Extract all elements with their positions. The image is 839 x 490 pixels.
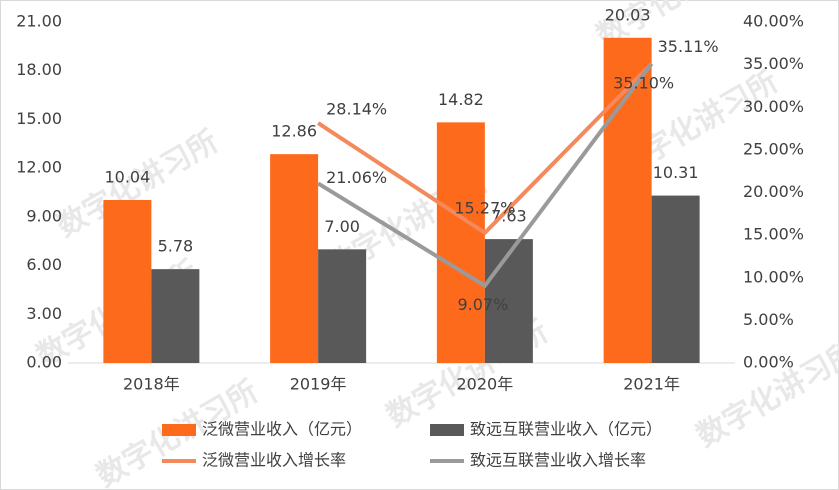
legend-swatch bbox=[430, 424, 464, 436]
y2-tick-label: 25.00% bbox=[743, 139, 804, 158]
line bbox=[317, 62, 654, 236]
y2-tick-label: 15.00% bbox=[743, 225, 804, 244]
bar bbox=[436, 122, 485, 363]
y2-tick-label: 35.00% bbox=[743, 54, 804, 73]
legend-swatch bbox=[162, 424, 196, 436]
value-label: 15.27% bbox=[454, 198, 515, 217]
value-label: 20.03 bbox=[605, 5, 651, 24]
value-label: 12.86 bbox=[271, 122, 317, 141]
y2-tick-label: 40.00% bbox=[743, 12, 804, 31]
y-tick-label: 9.00 bbox=[26, 206, 62, 225]
y-tick-label: 3.00 bbox=[26, 304, 62, 323]
value-label: 35.10% bbox=[613, 73, 674, 92]
value-label: 5.78 bbox=[158, 237, 194, 256]
y-tick-label: 12.00 bbox=[16, 158, 62, 177]
y2-tick-label: 10.00% bbox=[743, 267, 804, 286]
x-tick-label: 2021年 bbox=[623, 375, 680, 394]
legend-label: 致远互联营业收入（亿元） bbox=[470, 420, 662, 439]
value-label: 28.14% bbox=[326, 100, 387, 119]
value-label: 35.11% bbox=[658, 37, 719, 56]
value-label: 14.82 bbox=[438, 90, 484, 109]
y-tick-label: 21.00 bbox=[16, 12, 62, 31]
x-tick-label: 2019年 bbox=[290, 375, 347, 394]
y-tick-label: 6.00 bbox=[26, 255, 62, 274]
y-tick-label: 18.00 bbox=[16, 60, 62, 79]
legend-label: 泛微营业收入（亿元） bbox=[202, 420, 362, 439]
value-label: 9.07% bbox=[457, 295, 508, 314]
line bbox=[317, 62, 654, 289]
bar bbox=[603, 37, 652, 364]
x-tick-label: 2018年 bbox=[123, 375, 180, 394]
value-label: 7.00 bbox=[324, 217, 360, 236]
legend-label: 泛微营业收入增长率 bbox=[202, 451, 346, 470]
bar bbox=[484, 239, 533, 363]
y-tick-label: 0.00 bbox=[26, 353, 62, 372]
x-tick-label: 2020年 bbox=[457, 375, 514, 394]
y-tick-label: 15.00 bbox=[16, 109, 62, 128]
legend-label: 致远互联营业收入增长率 bbox=[470, 451, 646, 470]
value-label: 7.63 bbox=[491, 207, 527, 226]
bar bbox=[151, 269, 200, 363]
bar bbox=[103, 199, 152, 363]
y2-tick-label: 5.00% bbox=[743, 310, 794, 329]
bar bbox=[270, 154, 319, 363]
value-label: 21.06% bbox=[326, 168, 387, 187]
bar bbox=[651, 195, 700, 363]
y2-tick-label: 0.00% bbox=[743, 353, 794, 372]
bar bbox=[318, 249, 367, 363]
value-label: 10.04 bbox=[104, 167, 150, 186]
value-label: 10.31 bbox=[653, 163, 699, 182]
y2-tick-label: 20.00% bbox=[743, 182, 804, 201]
y2-tick-label: 30.00% bbox=[743, 97, 804, 116]
